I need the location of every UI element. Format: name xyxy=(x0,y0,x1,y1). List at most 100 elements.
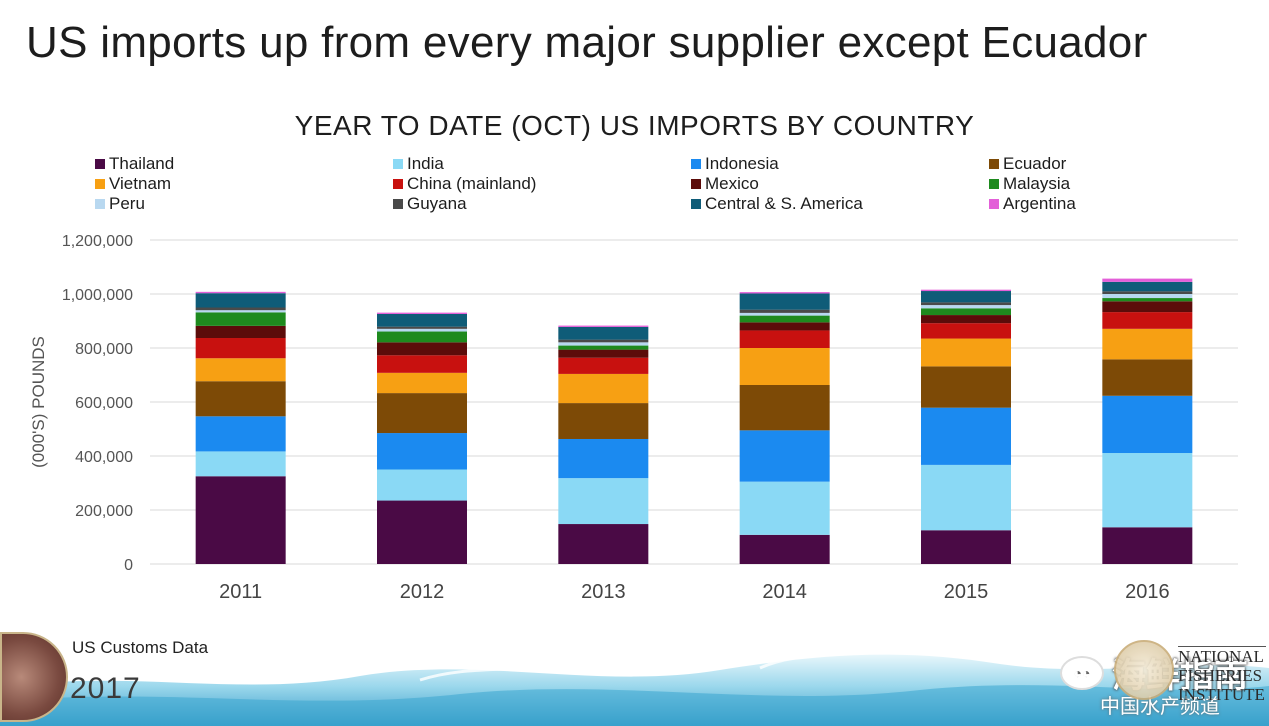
x-tick-label: 2016 xyxy=(1125,581,1170,603)
bar-segment xyxy=(558,478,649,525)
bar-segment xyxy=(1102,328,1193,360)
legend-label: Argentina xyxy=(1003,194,1076,213)
legend-swatch xyxy=(393,199,403,209)
legend-item: Malaysia xyxy=(989,174,1225,194)
bar-segment xyxy=(558,403,649,439)
bar-segment xyxy=(558,339,649,343)
legend-item: Guyana xyxy=(393,194,691,214)
bar-segment xyxy=(739,315,830,323)
legend-label: Thailand xyxy=(109,154,175,173)
y-tick-label: 0 xyxy=(124,557,133,574)
bar-segment xyxy=(377,355,467,373)
legend-item: Central & S. America xyxy=(691,194,989,214)
bar-segment xyxy=(1102,281,1193,292)
bar-segment xyxy=(921,289,1011,292)
legend-item: Ecuador xyxy=(989,154,1225,174)
x-tick-label: 2012 xyxy=(400,581,445,603)
bar-segment xyxy=(1102,453,1193,528)
legend-swatch xyxy=(393,179,403,189)
bar-segment xyxy=(195,358,286,382)
bar-segment xyxy=(921,323,1011,339)
bar-segment xyxy=(921,407,1011,465)
bar-segment xyxy=(739,430,830,482)
bar-segment xyxy=(195,307,286,311)
bar-segment xyxy=(195,381,286,417)
bar-segment xyxy=(195,416,286,452)
chart-title: YEAR TO DATE (OCT) US IMPORTS BY COUNTRY xyxy=(294,110,975,141)
bar-segment xyxy=(739,534,830,564)
legend-label: Malaysia xyxy=(1003,174,1071,193)
bar-segment xyxy=(558,438,649,479)
bar-segment xyxy=(377,326,467,329)
bar-segment xyxy=(195,451,286,477)
chart-legend: Thailand India Indonesia Ecuador Vietnam Chin… xyxy=(95,154,1225,214)
bar-segment xyxy=(558,345,649,350)
legend-label: Guyana xyxy=(407,194,467,213)
gridlines xyxy=(150,239,1238,565)
nfi-logo-line3: INSTITUTE xyxy=(1178,685,1265,704)
bar-segment xyxy=(377,312,467,314)
x-tick-label: 2015 xyxy=(944,581,989,603)
nfi-logo-line1: NATIONAL xyxy=(1178,647,1264,666)
legend-swatch xyxy=(95,179,105,189)
bar-segment xyxy=(739,348,830,385)
legend-swatch xyxy=(691,179,701,189)
bar-segment xyxy=(377,500,467,564)
y-tick-label: 400,000 xyxy=(75,449,133,466)
nfi-logo: NATIONAL FISHERIES INSTITUTE xyxy=(1178,646,1266,704)
legend-swatch xyxy=(989,159,999,169)
bar-segment xyxy=(1102,395,1193,454)
legend-label: Indonesia xyxy=(705,154,779,173)
legend-swatch xyxy=(691,159,701,169)
bar-segment xyxy=(921,315,1011,324)
bar-segment xyxy=(921,308,1011,316)
x-axis-ticks: 2011 2012 2013 2014 2015 2016 xyxy=(219,581,1169,603)
bar-segment xyxy=(558,326,649,340)
legend-label: Central & S. America xyxy=(705,194,863,213)
legend-item: Argentina xyxy=(989,194,1225,214)
legend-label: India xyxy=(407,154,444,173)
footer-source: US Customs Data xyxy=(72,638,209,657)
bar-segment xyxy=(558,373,649,404)
bar-segment xyxy=(195,293,286,308)
legend-swatch xyxy=(989,199,999,209)
bar-segment xyxy=(1102,301,1193,313)
legend-item: China (mainland) xyxy=(393,174,691,194)
legend-label: Mexico xyxy=(705,174,759,193)
legend-item: Peru xyxy=(95,194,393,214)
legend-swatch xyxy=(95,199,105,209)
nfi-seal-icon xyxy=(1114,640,1174,700)
legend-swatch xyxy=(989,179,999,189)
legend-swatch xyxy=(393,159,403,169)
bar-segment xyxy=(739,293,830,310)
y-tick-label: 1,200,000 xyxy=(62,233,133,250)
legend-label: Vietnam xyxy=(109,174,172,193)
bar-segment xyxy=(377,372,467,394)
bar-segment xyxy=(921,305,1011,309)
bar-segment xyxy=(377,342,467,356)
x-tick-label: 2013 xyxy=(581,581,626,603)
footer-year: 2017 xyxy=(70,672,141,705)
bar-segment xyxy=(1102,278,1193,282)
y-axis-title: (000'S) POUNDS xyxy=(29,336,48,468)
bar-segment xyxy=(739,309,830,313)
bar-segment xyxy=(921,291,1011,303)
bar-segment xyxy=(1102,298,1193,302)
wechat-icon: ◔◔ xyxy=(1060,655,1104,690)
bar-segment xyxy=(377,469,467,501)
x-tick-label: 2011 xyxy=(219,581,262,603)
bar-segment xyxy=(195,312,286,326)
bar-segment xyxy=(558,325,649,327)
nfi-logo-line2: FISHERIES xyxy=(1178,666,1263,685)
y-tick-label: 200,000 xyxy=(75,503,133,520)
bar-segment xyxy=(195,291,286,294)
legend-label: Ecuador xyxy=(1003,154,1067,173)
bar-segment xyxy=(921,302,1011,306)
bar-segment xyxy=(921,366,1011,408)
bar-segment xyxy=(739,481,830,535)
x-tick-label: 2014 xyxy=(762,581,807,603)
legend-swatch xyxy=(95,159,105,169)
y-tick-label: 1,000,000 xyxy=(62,287,133,304)
slide-title: US imports up from every major supplier … xyxy=(26,18,1148,67)
bar-segment xyxy=(1102,294,1193,299)
